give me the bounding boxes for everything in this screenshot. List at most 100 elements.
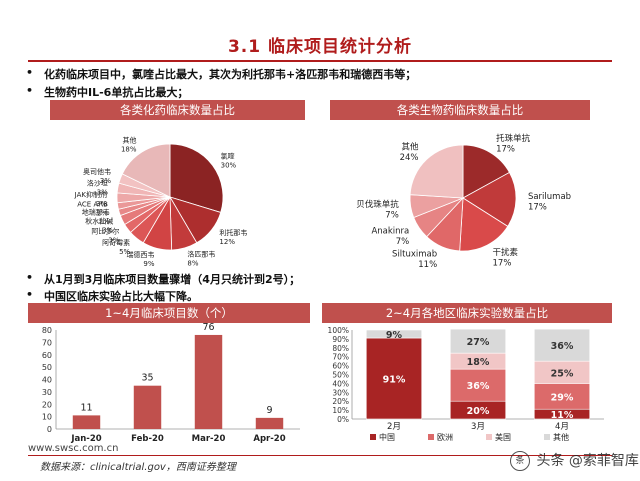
pie-label: 利托那韦	[219, 228, 247, 237]
bullet-chem: 化药临床项目中，氯喹占比最大，其次为利托那韦+洛匹那韦和瑞德西韦等；	[26, 66, 416, 82]
pie-slice	[459, 197, 509, 252]
bar	[255, 417, 284, 429]
pie-value-label: 30%	[221, 161, 237, 169]
pie-slice	[462, 171, 517, 227]
chem-pie-title: 各类化药临床数量占比	[50, 100, 305, 120]
pie-label: Sarilumab	[528, 192, 571, 202]
pie-slice	[409, 144, 464, 199]
y-tick-label: 20	[42, 400, 52, 409]
y-tick-label: 60	[42, 351, 52, 360]
bar	[72, 415, 101, 429]
bar-value-label: 9	[266, 405, 272, 416]
y-tick-label: 60%	[332, 362, 349, 371]
monthly-bar-panel: 1~4月临床项目数（个） 0 10 20 30 40 50 60 70 80 11 Jan-20 35…	[28, 303, 310, 446]
pie-label: 氯喹	[221, 151, 235, 160]
watermark-text: 头条 @索菲智库	[536, 453, 639, 469]
pie-label: 瑞德西韦	[126, 250, 154, 259]
stack-value-label: 25%	[551, 368, 574, 379]
y-tick-label: 80%	[332, 344, 349, 353]
legend-swatch	[428, 434, 434, 440]
pie-value-label: 3%	[96, 200, 107, 208]
legend-swatch	[544, 434, 550, 440]
pie-value-label: 24%	[400, 153, 419, 163]
pie-value-label: 8%	[187, 260, 198, 268]
pie-slice	[121, 143, 171, 198]
pie-label: Anakinra	[371, 227, 409, 237]
pie-value-label: 12%	[219, 238, 235, 246]
chem-pie-panel: 各类化药临床数量占比 氯喹 30% 利托那韦 12% 洛匹那韦 8% 瑞德西韦 9% 阿奇霉素 5…	[50, 100, 305, 270]
footer-source: 数据来源：clinicaltrial.gov，西南证券整理	[40, 462, 236, 473]
x-tick-label: 2月	[387, 422, 401, 432]
bio-pie-chart: 托珠单抗17%Sarilumab17%干扰素17%Siltuximab11%An…	[356, 133, 571, 270]
y-tick-label: 70	[42, 338, 52, 347]
y-tick-label: 80	[42, 326, 52, 335]
y-tick-label: 70%	[332, 353, 349, 362]
y-tick-label: 40	[42, 376, 52, 385]
pie-value-label: 17%	[496, 145, 515, 155]
y-tick-label: 30%	[332, 388, 349, 397]
pie-value-label: 17%	[528, 203, 547, 213]
pie-label: JAK抑制剂	[74, 190, 107, 199]
pie-value-label: 7%	[396, 237, 410, 247]
x-tick-label: Mar-20	[192, 434, 226, 444]
x-tick-label: 3月	[471, 422, 485, 432]
pie-value-label: 17%	[493, 258, 512, 268]
y-tick-label: 0%	[337, 415, 349, 424]
legend-label: 中国	[379, 432, 395, 442]
bar	[194, 334, 223, 429]
pie-value-label: 18%	[121, 146, 137, 154]
y-tick-label: 50%	[332, 371, 349, 380]
pie-value-label: 3%	[108, 237, 119, 245]
x-tick-label: Apr-20	[253, 434, 285, 444]
pie-label: 洛匹那韦	[187, 250, 215, 259]
watermark: 条 头条 @索菲智库	[508, 450, 639, 471]
region-stack-chart: 0%10%20%30%40%50%60%70%80%90%100%91%9%2月…	[328, 326, 604, 442]
pie-label: 秋水仙碱	[85, 216, 113, 225]
pie-label: 干扰素	[493, 247, 519, 258]
pie-label: 阿奇霉素	[102, 238, 130, 247]
y-tick-label: 40%	[332, 379, 349, 388]
y-tick-label: 10%	[332, 406, 349, 415]
bullet-bio: 生物药中IL-6单抗占比最大；	[26, 84, 188, 100]
pie-value-label: 5%	[119, 248, 130, 256]
stack-value-label: 9%	[386, 330, 403, 341]
stack-segment	[365, 329, 423, 339]
pie-label: Siltuximab	[392, 250, 437, 260]
monthly-bar-chart: 0 10 20 30 40 50 60 70 80 11 Jan-20 35 Feb-20 76 Mar-2…	[42, 322, 300, 444]
bio-pie-panel: 各类生物药临床数量占比 托珠单抗 17% Sarilumab 17% 干扰素 17% Sil…	[330, 100, 590, 270]
region-stack-title: 2~4月各地区临床实验数量占比	[322, 303, 612, 323]
stack-value-label: 11%	[551, 410, 574, 421]
pie-label: ACE ARB	[77, 201, 108, 209]
pie-value-label: 2%	[97, 210, 108, 218]
pie-value-label: 3%	[97, 188, 108, 196]
stack-value-label: 36%	[551, 341, 574, 352]
stack-segment	[533, 383, 591, 410]
y-tick-label: 20%	[332, 397, 349, 406]
legend-label: 其他	[553, 432, 569, 442]
stack-segment	[533, 328, 591, 362]
stack-value-label: 27%	[467, 337, 490, 348]
legend-label: 美国	[495, 432, 511, 442]
bar	[133, 385, 162, 429]
bar-value-label: 11	[80, 402, 92, 413]
y-tick-label: 50	[42, 363, 52, 372]
chem-pie-chart: 氯喹30%利托那韦12%洛匹那韦8%瑞德西韦9%阿奇霉素5%阿比多尔3%秋水仙碱…	[74, 136, 248, 268]
region-stack-panel: 2~4月各地区临床实验数量占比 0% 10% 20% 30% 40% 50% 60% 70% 8…	[322, 303, 612, 453]
pie-label: 托珠单抗	[496, 133, 531, 144]
y-tick-label: 90%	[332, 335, 349, 344]
bar-value-label: 76	[202, 322, 214, 333]
pie-label: 贝伐珠单抗	[356, 199, 399, 210]
footer-url: www.swsc.com.cn	[28, 443, 119, 454]
stack-value-label: 18%	[467, 357, 490, 368]
pie-label: 地瑞那韦	[82, 207, 110, 216]
x-tick-label: 4月	[555, 422, 569, 432]
title-divider	[28, 60, 612, 62]
pie-label: 其他	[123, 136, 137, 145]
footer-divider	[28, 455, 612, 456]
stack-value-label: 91%	[383, 375, 406, 386]
monthly-bar-title: 1~4月临床项目数（个）	[28, 303, 310, 323]
pie-slice	[169, 143, 224, 213]
legend-swatch	[370, 434, 376, 440]
legend-label: 欧洲	[437, 432, 453, 442]
pie-label: 洛沙坦	[87, 178, 108, 187]
